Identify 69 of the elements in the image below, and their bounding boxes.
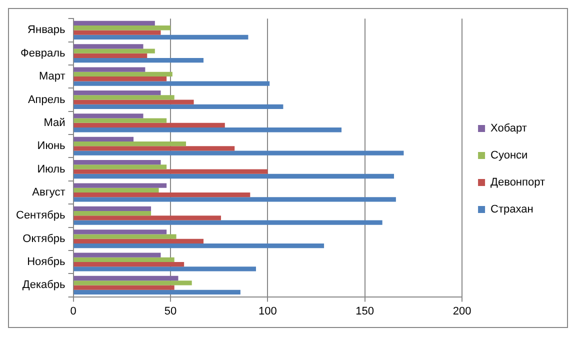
bar	[74, 136, 134, 142]
bar	[74, 81, 270, 86]
bar	[74, 118, 167, 123]
y-tick-label: Февраль	[20, 47, 66, 60]
y-tick-label: Май	[44, 116, 66, 129]
bar	[74, 252, 161, 258]
bar	[74, 262, 184, 267]
bar	[74, 95, 174, 100]
x-tick-label: 0	[70, 305, 76, 318]
bar	[74, 114, 144, 118]
legend-label: Девонпорт	[490, 176, 545, 189]
y-tick-label: Июль	[37, 163, 66, 176]
bar	[74, 280, 192, 286]
x-tick-label: 200	[452, 305, 472, 318]
x-tick-label: 150	[356, 305, 374, 318]
bar	[74, 26, 170, 30]
x-tick-label: 50	[164, 305, 177, 318]
bar	[74, 192, 250, 198]
bar	[74, 211, 152, 216]
legend-label: Страхан	[490, 204, 534, 216]
bar	[74, 100, 194, 104]
y-tick-label: Январь	[28, 24, 66, 36]
bar	[74, 122, 225, 128]
bar	[74, 160, 161, 165]
bar	[74, 58, 204, 63]
bar	[74, 150, 404, 156]
bar	[74, 234, 176, 239]
bar	[74, 67, 146, 72]
bar	[74, 30, 161, 35]
bar	[74, 183, 167, 188]
bar	[74, 238, 204, 244]
bar	[74, 164, 167, 170]
bar	[74, 104, 284, 110]
bar	[74, 206, 152, 212]
bar	[74, 216, 222, 220]
y-tick-label: Октябрь	[22, 232, 66, 245]
x-tick-label: 100	[258, 305, 277, 318]
bar	[74, 48, 155, 54]
bar	[74, 169, 268, 174]
y-tick-label: Апрель	[28, 94, 66, 106]
bar	[74, 146, 235, 151]
bar	[74, 188, 159, 192]
bar	[74, 53, 148, 58]
bar	[74, 266, 256, 272]
legend-label: Суонси	[490, 150, 528, 162]
bar	[74, 285, 174, 290]
bar	[74, 141, 186, 146]
bar	[74, 230, 167, 234]
bar	[74, 20, 155, 26]
bar	[74, 220, 382, 225]
bar	[74, 290, 240, 294]
y-tick-label: Декабрь	[22, 279, 66, 292]
y-tick-label: Сентябрь	[16, 210, 66, 222]
bar	[74, 174, 394, 179]
y-tick-label: Март	[38, 70, 66, 83]
bar	[74, 276, 178, 281]
legend-label: Хобарт	[490, 122, 527, 135]
bar	[74, 34, 248, 40]
bar	[74, 243, 324, 248]
bar	[74, 257, 174, 262]
bar	[74, 72, 172, 77]
bar	[74, 76, 167, 82]
bar	[74, 128, 342, 132]
bar	[74, 44, 144, 49]
y-tick-label: Июнь	[37, 140, 66, 152]
bar	[74, 197, 396, 202]
bar	[74, 90, 161, 96]
y-tick-label: Август	[32, 186, 66, 199]
y-tick-label: Ноябрь	[27, 256, 66, 268]
